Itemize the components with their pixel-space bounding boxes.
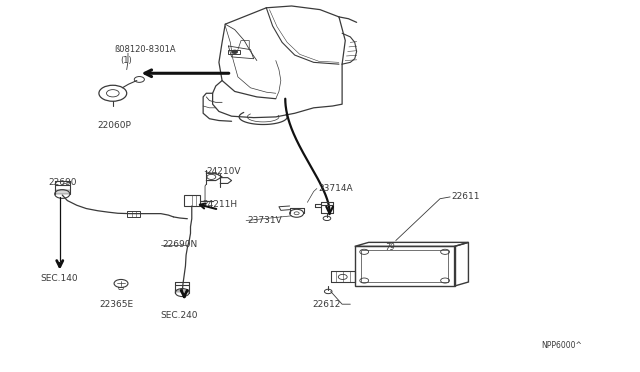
Text: 23731V: 23731V	[247, 216, 282, 225]
Text: 22060P: 22060P	[97, 122, 131, 131]
Text: 22365E: 22365E	[99, 301, 133, 310]
Text: (1): (1)	[120, 56, 131, 65]
Text: NPP6000^: NPP6000^	[541, 341, 582, 350]
Text: ß08120-8301A: ß08120-8301A	[115, 45, 177, 54]
Text: 24211H: 24211H	[202, 201, 237, 209]
Text: 22611: 22611	[451, 192, 480, 201]
Circle shape	[232, 50, 237, 53]
Text: 22690: 22690	[49, 178, 77, 187]
Text: 22612: 22612	[312, 300, 340, 309]
Text: 23714A: 23714A	[318, 184, 353, 193]
Text: SEC.140: SEC.140	[41, 274, 79, 283]
Text: 79: 79	[385, 243, 394, 251]
Text: 22690N: 22690N	[162, 240, 197, 249]
Text: SEC.240: SEC.240	[161, 311, 198, 320]
Text: 24210V: 24210V	[206, 167, 241, 176]
